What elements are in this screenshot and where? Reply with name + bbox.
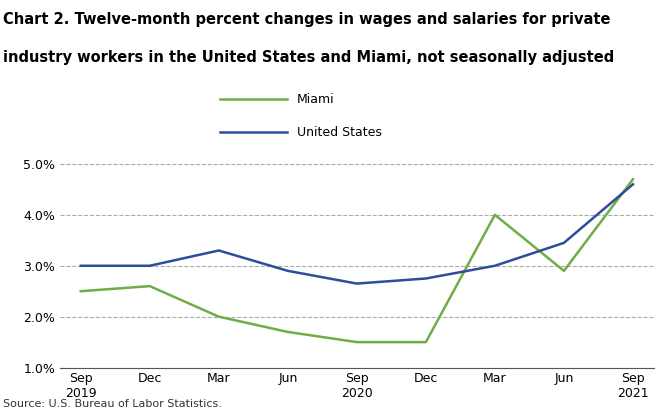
Text: industry workers in the United States and Miami, not seasonally adjusted: industry workers in the United States an… bbox=[3, 50, 614, 64]
Text: Chart 2. Twelve-month percent changes in wages and salaries for private: Chart 2. Twelve-month percent changes in… bbox=[3, 12, 611, 27]
Text: Source: U.S. Bureau of Labor Statistics.: Source: U.S. Bureau of Labor Statistics. bbox=[3, 399, 222, 409]
Text: Miami: Miami bbox=[297, 93, 334, 106]
Text: United States: United States bbox=[297, 126, 382, 139]
